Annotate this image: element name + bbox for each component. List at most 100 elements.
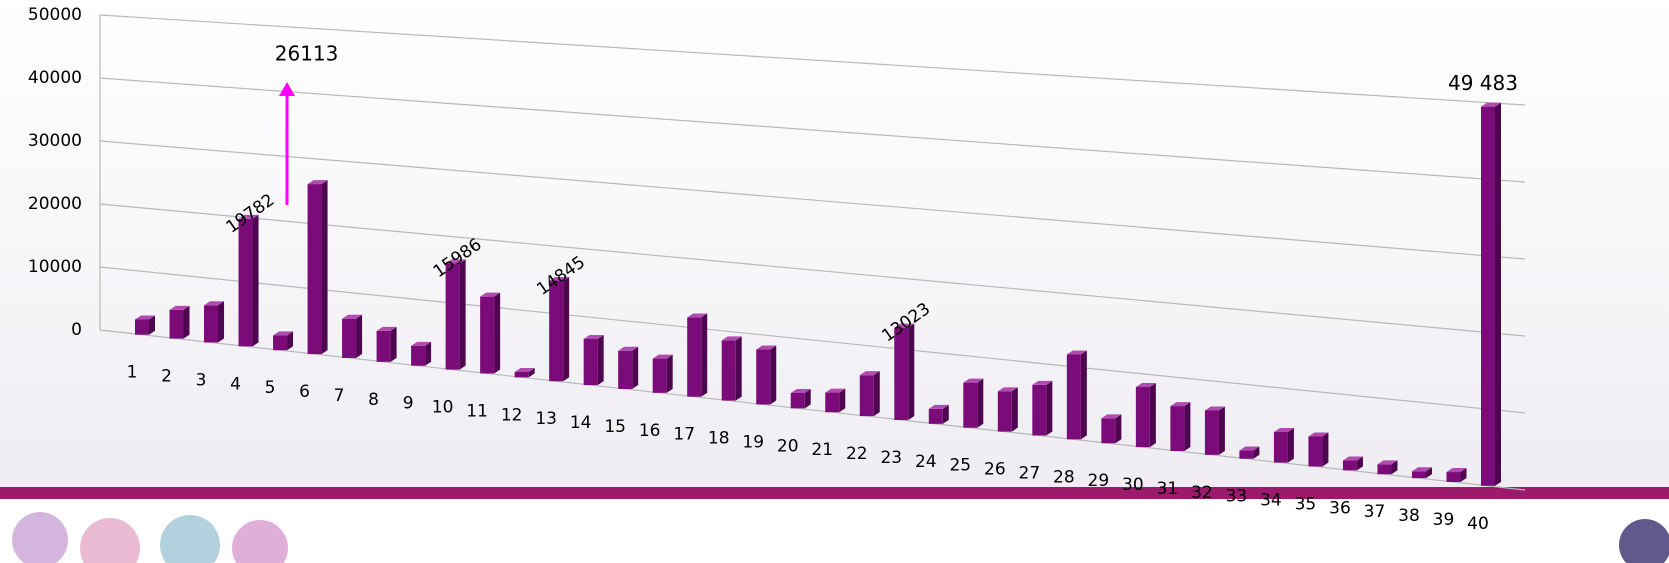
x-tick-label: 7 bbox=[334, 386, 345, 406]
bar-front bbox=[1032, 384, 1047, 436]
bar-top bbox=[652, 354, 673, 359]
bar-front bbox=[1377, 464, 1392, 475]
bar-top bbox=[1135, 383, 1156, 388]
bar-side bbox=[977, 378, 984, 428]
bar-top bbox=[1066, 350, 1087, 355]
data-label: 49 483 bbox=[1448, 71, 1518, 95]
x-tick-label: 36 bbox=[1329, 498, 1351, 518]
x-tick-label: 17 bbox=[673, 425, 695, 445]
bar-front bbox=[721, 340, 736, 401]
bar-front bbox=[687, 317, 702, 397]
grid-line bbox=[99, 329, 1526, 491]
x-tick-label: 32 bbox=[1191, 483, 1213, 503]
bar-top bbox=[135, 315, 155, 320]
x-tick-label: 6 bbox=[299, 382, 310, 402]
bar bbox=[204, 301, 225, 343]
banner-decor bbox=[12, 512, 1669, 563]
bar-top bbox=[273, 331, 294, 336]
bar bbox=[273, 331, 294, 351]
x-tick-label: 4 bbox=[230, 374, 241, 394]
bar-front bbox=[238, 218, 253, 347]
bar-side bbox=[1115, 414, 1122, 444]
bar-side bbox=[1287, 428, 1294, 463]
bar-top bbox=[445, 259, 466, 264]
bar-top bbox=[618, 346, 639, 351]
bar-front bbox=[204, 305, 219, 343]
bar-side bbox=[804, 388, 811, 409]
bar-side bbox=[1011, 387, 1018, 432]
bar-side bbox=[701, 313, 708, 397]
bar bbox=[963, 378, 984, 428]
x-tick-label: 37 bbox=[1364, 502, 1386, 522]
bar-top bbox=[1308, 432, 1329, 437]
bar-side bbox=[1460, 468, 1467, 482]
bar bbox=[1066, 350, 1087, 440]
bar-front bbox=[894, 327, 909, 420]
bar-front bbox=[376, 330, 391, 362]
bar bbox=[1481, 102, 1501, 486]
x-tick-label: 38 bbox=[1398, 506, 1420, 526]
bar-top bbox=[687, 313, 708, 318]
bar-top bbox=[825, 388, 846, 393]
bar-side bbox=[1218, 406, 1225, 455]
bar-side bbox=[183, 305, 190, 339]
bar-front bbox=[652, 358, 667, 393]
x-tick-label: 9 bbox=[403, 394, 414, 414]
bar-side bbox=[1322, 432, 1329, 467]
bar bbox=[790, 388, 811, 409]
y-tick-label: 30000 bbox=[28, 131, 82, 151]
y-tick-label: 50000 bbox=[28, 5, 82, 25]
bar-top bbox=[342, 314, 363, 319]
bar-top bbox=[411, 341, 432, 346]
bar-front bbox=[997, 391, 1012, 432]
bar-front bbox=[273, 335, 288, 351]
bar-front bbox=[928, 408, 943, 424]
bar-front bbox=[618, 350, 633, 389]
bar-side bbox=[356, 314, 363, 358]
bar-top bbox=[1239, 446, 1260, 451]
x-tick-label: 27 bbox=[1019, 463, 1041, 483]
bar-front bbox=[307, 184, 322, 355]
bar-side bbox=[494, 292, 501, 374]
x-tick-label: 23 bbox=[880, 448, 902, 468]
bar-front bbox=[1308, 436, 1323, 467]
bar-side bbox=[873, 371, 880, 417]
bar-side bbox=[1495, 102, 1501, 486]
bar-side bbox=[149, 315, 155, 335]
bar-front bbox=[963, 382, 978, 428]
bar-side bbox=[425, 341, 432, 366]
x-tick-label: 28 bbox=[1053, 467, 1075, 487]
bar-top bbox=[1377, 460, 1398, 465]
bar-side bbox=[597, 334, 604, 386]
x-tick-label: 35 bbox=[1295, 494, 1317, 514]
bar-front bbox=[445, 263, 460, 370]
bar bbox=[1273, 428, 1294, 463]
bar-top bbox=[790, 388, 811, 393]
grid-line bbox=[99, 14, 1526, 106]
x-tick-label: 10 bbox=[432, 398, 454, 418]
bar-side bbox=[218, 301, 225, 343]
bar-front bbox=[549, 281, 564, 382]
bar bbox=[583, 334, 604, 386]
bar-top bbox=[859, 371, 880, 376]
x-tick-label: 16 bbox=[639, 421, 661, 441]
grid-line bbox=[99, 203, 1526, 337]
bar-front bbox=[1481, 106, 1495, 486]
banner-stripe bbox=[0, 487, 1669, 499]
bar-front bbox=[514, 371, 529, 378]
y-tick-label: 40000 bbox=[28, 68, 82, 88]
bar-front bbox=[756, 349, 771, 405]
bar-front bbox=[1066, 354, 1081, 440]
bar bbox=[376, 326, 397, 362]
bar-side bbox=[459, 259, 466, 370]
bar-side bbox=[1080, 350, 1087, 440]
bar-side bbox=[287, 331, 294, 351]
x-tick-label: 1 bbox=[127, 363, 138, 383]
bar bbox=[1308, 432, 1329, 467]
bar bbox=[169, 305, 190, 339]
bar-top bbox=[583, 334, 604, 339]
bar bbox=[1411, 467, 1432, 479]
bar-top bbox=[376, 326, 397, 331]
